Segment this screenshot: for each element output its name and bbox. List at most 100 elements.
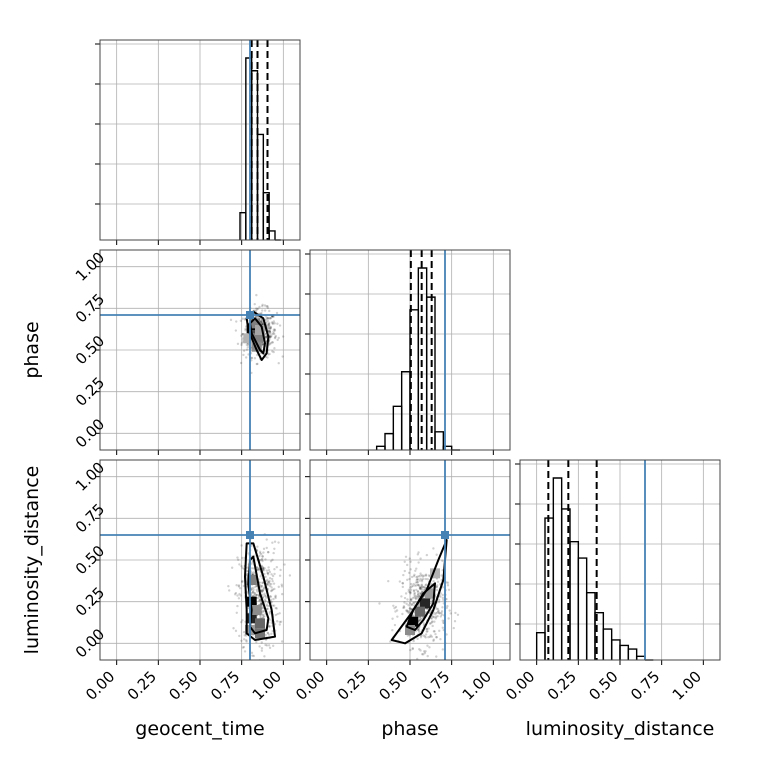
scatter-point [250,591,254,595]
scatter-point [244,329,247,332]
scatter-point [270,600,273,603]
scatter-point [266,573,270,576]
density-cell [246,596,257,607]
scatter-point [419,592,423,595]
scatter-point [429,598,433,601]
scatter-point [432,638,435,641]
scatter-point [260,641,264,644]
scatter-point [253,592,256,595]
y-tick-label: 0.75 [72,290,108,326]
scatter-panel-geocent_time-phase: 0.00 0.25 0.50 0.75 1.00 [72,248,301,455]
scatter-point [441,593,444,597]
scatter-point [425,583,428,586]
scatter-point [413,593,416,596]
scatter-point [394,605,398,609]
scatter-point [268,333,272,336]
scatter-point [276,322,279,325]
scatter-point [268,584,272,588]
scatter-point [268,309,271,313]
scatter-point [228,589,231,592]
scatter-point [265,538,268,541]
histogram-bar [375,445,386,450]
scatter-point [271,322,274,325]
scatter-point [435,611,438,615]
scatter-point [417,561,420,564]
scatter-point [424,636,427,639]
scatter-point [260,320,263,323]
scatter-point [418,630,421,634]
scatter-point [261,581,264,584]
scatter-point [267,316,270,320]
scatter-point [408,607,412,610]
scatter-point [235,584,238,587]
scatter-point [438,629,441,633]
scatter-point [240,639,243,643]
scatter-point [236,342,240,346]
scatter-point [260,311,263,315]
scatter-point [263,572,266,576]
scatter-point [262,615,265,618]
scatter-point [411,584,415,588]
scatter-point [402,573,405,577]
histogram-bar [535,632,546,660]
scatter-point [449,612,452,615]
scatter-point [253,591,256,595]
scatter-point [270,632,273,635]
scatter-point [422,574,426,577]
scatter-point [425,630,428,633]
scatter-point [278,612,281,615]
scatter-point [440,611,443,615]
scatter-point [267,327,271,330]
histogram-bar [619,644,630,660]
scatter-point [242,349,246,352]
scatter-point [245,640,248,643]
scatter-point [438,612,441,615]
scatter-point [435,635,438,639]
scatter-point [251,591,255,594]
scatter-point [263,309,267,312]
scatter-point [277,336,280,340]
scatter-point [425,553,429,557]
histogram-bar [569,541,580,660]
scatter-point [246,572,249,576]
scatter-point [229,318,233,322]
scatter-point [429,622,432,625]
scatter-point [431,620,434,623]
scatter-point [280,640,284,643]
scatter-point [265,305,268,308]
scatter-point [267,353,270,356]
scatter-point [445,633,448,636]
scatter-point [255,584,258,588]
scatter-point [279,568,282,572]
scatter-point [262,587,265,591]
scatter-point [268,352,271,356]
scatter-point [426,644,429,647]
scatter-point [441,559,444,562]
scatter-point [278,324,282,327]
scatter-point [261,555,264,558]
scatter-point [416,580,419,584]
scatter-point [440,610,444,613]
scatter-point [237,584,241,587]
scatter-point [402,605,406,608]
scatter-point [416,590,420,594]
scatter-point [261,589,265,592]
scatter-point [242,584,246,588]
histogram-bar [384,432,395,450]
scatter-point [240,343,243,347]
scatter-point [427,627,430,630]
scatter-point [437,609,440,613]
histogram-bar [577,557,588,660]
scatter-point [236,594,239,597]
scatter-point [431,624,434,628]
scatter-point [269,595,273,598]
scatter-point [268,325,271,328]
scatter-point [424,633,428,636]
scatter-point [263,655,266,658]
y-tick-label: 0.25 [72,583,108,619]
x-tick-label: 1.00 [669,668,705,704]
scatter-point [240,341,244,345]
scatter-point [407,588,410,592]
scatter-point [456,613,460,616]
